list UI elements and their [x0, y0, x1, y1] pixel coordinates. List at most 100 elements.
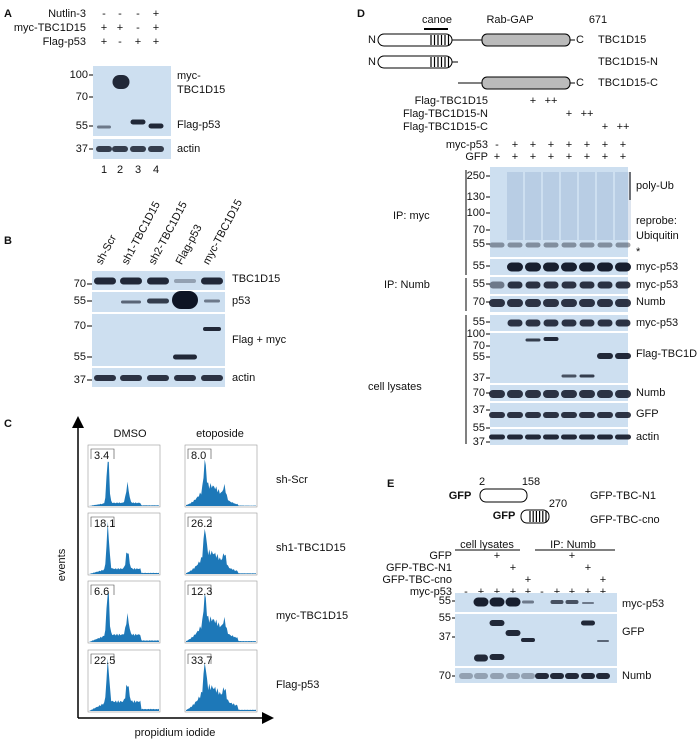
blot-label: Flag-p53 [177, 119, 220, 131]
band [490, 673, 504, 679]
band [489, 412, 505, 418]
treatment-sign: - [464, 586, 468, 598]
treatment-sign: + [117, 22, 123, 34]
domain-label: canoe [422, 14, 452, 26]
band [148, 146, 164, 152]
band [489, 281, 505, 289]
band [201, 375, 223, 381]
histogram-frame [87, 512, 161, 576]
band [97, 125, 111, 129]
treatment-sign: + [530, 151, 536, 163]
mw-marker: 55 [473, 316, 485, 328]
band [561, 374, 577, 378]
band [596, 673, 610, 679]
band [579, 281, 595, 289]
band [201, 277, 223, 285]
panel-letter: A [4, 8, 12, 20]
mw-marker: 37 [439, 631, 451, 643]
gate [187, 653, 212, 664]
band [507, 242, 523, 248]
treatment-sign: ++ [617, 121, 630, 133]
domain-label: Rab-GAP [486, 14, 533, 26]
band [173, 354, 197, 360]
band [615, 319, 631, 327]
mw-marker: 70 [473, 387, 485, 399]
treatment-sign: - [136, 8, 140, 20]
gate [187, 584, 212, 595]
mw-marker: 55 [473, 351, 485, 363]
blot-label: myc-p53 [636, 317, 678, 329]
treatment-sign: + [620, 151, 626, 163]
treatment-sign: + [525, 586, 531, 598]
row-label: sh-Scr [276, 474, 308, 486]
treatment-sign: + [602, 121, 608, 133]
gate [187, 516, 212, 527]
band [473, 597, 489, 607]
histogram [186, 528, 256, 574]
band [615, 412, 631, 418]
mw-marker: 100 [70, 69, 88, 81]
band [579, 412, 595, 418]
band [172, 291, 198, 309]
histogram-frame [87, 444, 161, 508]
group-label: IP: Numb [384, 279, 430, 291]
band [507, 434, 523, 440]
blot-label: myc-p53 [636, 279, 678, 291]
percent-value: 3.4 [94, 450, 109, 462]
blot-label: poly-Ub [636, 180, 674, 192]
domain-box [520, 509, 550, 524]
percent-value: 12.3 [191, 586, 212, 598]
band [525, 412, 541, 418]
percent-value: 26.2 [191, 518, 212, 530]
mw-marker: 55 [473, 278, 485, 290]
mw-marker: 37 [473, 436, 485, 448]
treatment-sign: + [494, 586, 500, 598]
band [579, 319, 595, 327]
band [148, 123, 164, 129]
terminus: N [368, 56, 376, 68]
treatment-label: GFP [465, 151, 488, 163]
band [615, 262, 631, 272]
blot-label: GFP [636, 408, 659, 420]
band [615, 281, 631, 289]
group-label: cell lysates [460, 539, 514, 551]
band [121, 300, 141, 304]
percent-value: 8.0 [191, 450, 206, 462]
blot-label: actin [636, 431, 659, 443]
band [489, 299, 505, 307]
treatment-sign: + [566, 139, 572, 151]
band [581, 673, 595, 679]
mw-marker: 250 [467, 170, 485, 182]
mw-marker: 55 [74, 351, 86, 363]
group-label: IP: myc [393, 210, 430, 222]
band [543, 242, 559, 248]
blot-label: Numb [636, 296, 665, 308]
treatment-sign: + [585, 586, 591, 598]
construct-name: GFP-TBC-N1 [590, 490, 656, 502]
band [130, 119, 146, 125]
treatment-label: Flag-p53 [43, 36, 86, 48]
band [561, 262, 577, 272]
treatment-sign: + [566, 151, 572, 163]
blot-label: reprobe: [636, 215, 677, 227]
band [561, 434, 577, 440]
treatment-sign: + [620, 139, 626, 151]
treatment-sign: + [600, 574, 606, 586]
treatment-label: myc-p53 [410, 586, 452, 598]
band [489, 620, 505, 626]
band [579, 434, 595, 440]
construct-name: GFP-TBC-cno [590, 514, 660, 526]
band [174, 375, 196, 381]
band [489, 654, 505, 660]
histogram-frame [87, 580, 161, 644]
band [505, 630, 521, 636]
band [474, 673, 488, 679]
blot-label: myc-p53 [636, 261, 678, 273]
band [459, 673, 473, 679]
treatment-sign: + [153, 8, 159, 20]
band [147, 375, 169, 381]
treatment-label: Nutlin-3 [48, 8, 86, 20]
treatment-sign: + [584, 151, 590, 163]
panel-letter: C [4, 418, 12, 430]
mw-marker: 70 [439, 670, 451, 682]
